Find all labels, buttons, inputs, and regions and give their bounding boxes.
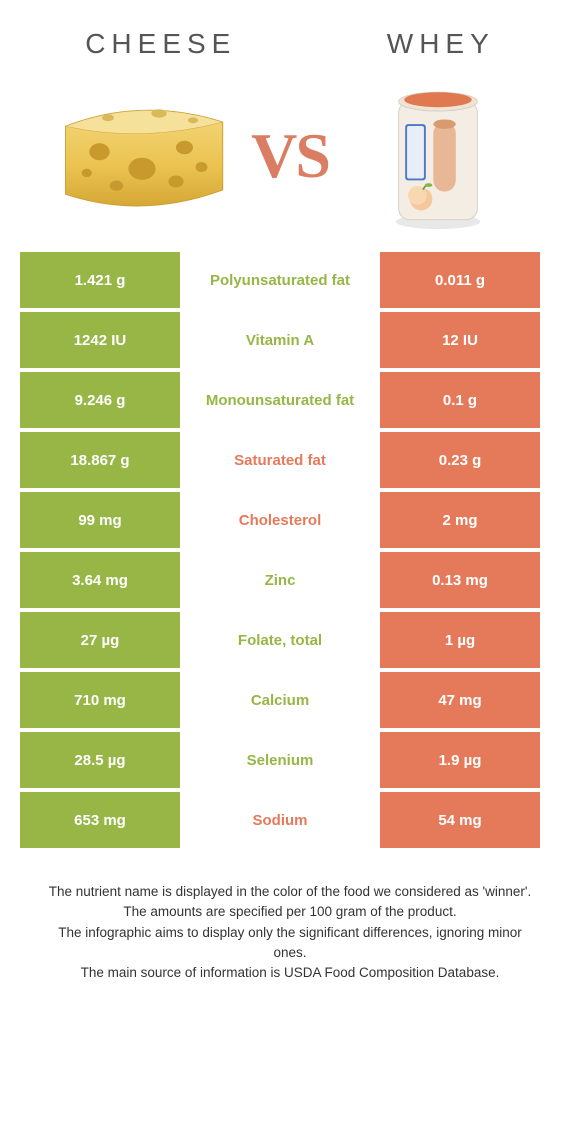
right-value: 12 IU xyxy=(380,312,540,368)
right-value: 0.13 mg xyxy=(380,552,540,608)
table-row: 27 µgFolate, total1 µg xyxy=(20,612,560,668)
nutrient-label: Selenium xyxy=(180,732,380,788)
left-value: 1242 IU xyxy=(20,312,180,368)
footer-line: The main source of information is USDA F… xyxy=(40,963,540,983)
left-value: 18.867 g xyxy=(20,432,180,488)
table-row: 28.5 µgSelenium1.9 µg xyxy=(20,732,560,788)
nutrient-label: Zinc xyxy=(180,552,380,608)
left-value: 9.246 g xyxy=(20,372,180,428)
left-value: 710 mg xyxy=(20,672,180,728)
nutrient-label: Vitamin A xyxy=(180,312,380,368)
nutrient-label: Folate, total xyxy=(180,612,380,668)
footer-line: The infographic aims to display only the… xyxy=(40,923,540,964)
vs-label: VS xyxy=(251,119,329,193)
left-value: 653 mg xyxy=(20,792,180,848)
table-row: 9.246 gMonounsaturated fat0.1 g xyxy=(20,372,560,428)
nutrient-label: Saturated fat xyxy=(180,432,380,488)
table-row: 18.867 gSaturated fat0.23 g xyxy=(20,432,560,488)
right-value: 1.9 µg xyxy=(380,732,540,788)
footer-line: The amounts are specified per 100 gram o… xyxy=(40,902,540,922)
table-row: 99 mgCholesterol2 mg xyxy=(20,492,560,548)
right-value: 47 mg xyxy=(380,672,540,728)
title-right: Whey xyxy=(387,28,495,60)
infographic-container: Cheese Whey xyxy=(0,0,580,1013)
table-row: 653 mgSodium54 mg xyxy=(20,792,560,848)
whey-image xyxy=(353,86,523,226)
nutrient-label: Calcium xyxy=(180,672,380,728)
nutrient-label: Monounsaturated fat xyxy=(180,372,380,428)
left-value: 28.5 µg xyxy=(20,732,180,788)
footer-line: The nutrient name is displayed in the co… xyxy=(40,882,540,902)
whey-icon xyxy=(368,81,508,231)
hero-row: VS xyxy=(0,80,580,252)
title-left: Cheese xyxy=(85,28,236,60)
cheese-icon xyxy=(57,86,227,226)
right-value: 54 mg xyxy=(380,792,540,848)
table-row: 710 mgCalcium47 mg xyxy=(20,672,560,728)
right-value: 0.011 g xyxy=(380,252,540,308)
table-row: 1.421 gPolyunsaturated fat0.011 g xyxy=(20,252,560,308)
cheese-image xyxy=(57,86,227,226)
nutrient-label: Polyunsaturated fat xyxy=(180,252,380,308)
table-row: 3.64 mgZinc0.13 mg xyxy=(20,552,560,608)
comparison-table: 1.421 gPolyunsaturated fat0.011 g1242 IU… xyxy=(20,252,560,848)
right-value: 2 mg xyxy=(380,492,540,548)
table-row: 1242 IUVitamin A12 IU xyxy=(20,312,560,368)
left-value: 1.421 g xyxy=(20,252,180,308)
left-value: 99 mg xyxy=(20,492,180,548)
left-value: 3.64 mg xyxy=(20,552,180,608)
nutrient-label: Sodium xyxy=(180,792,380,848)
right-value: 1 µg xyxy=(380,612,540,668)
titles-row: Cheese Whey xyxy=(0,10,580,80)
right-value: 0.23 g xyxy=(380,432,540,488)
left-value: 27 µg xyxy=(20,612,180,668)
right-value: 0.1 g xyxy=(380,372,540,428)
footer-notes: The nutrient name is displayed in the co… xyxy=(40,882,540,983)
nutrient-label: Cholesterol xyxy=(180,492,380,548)
